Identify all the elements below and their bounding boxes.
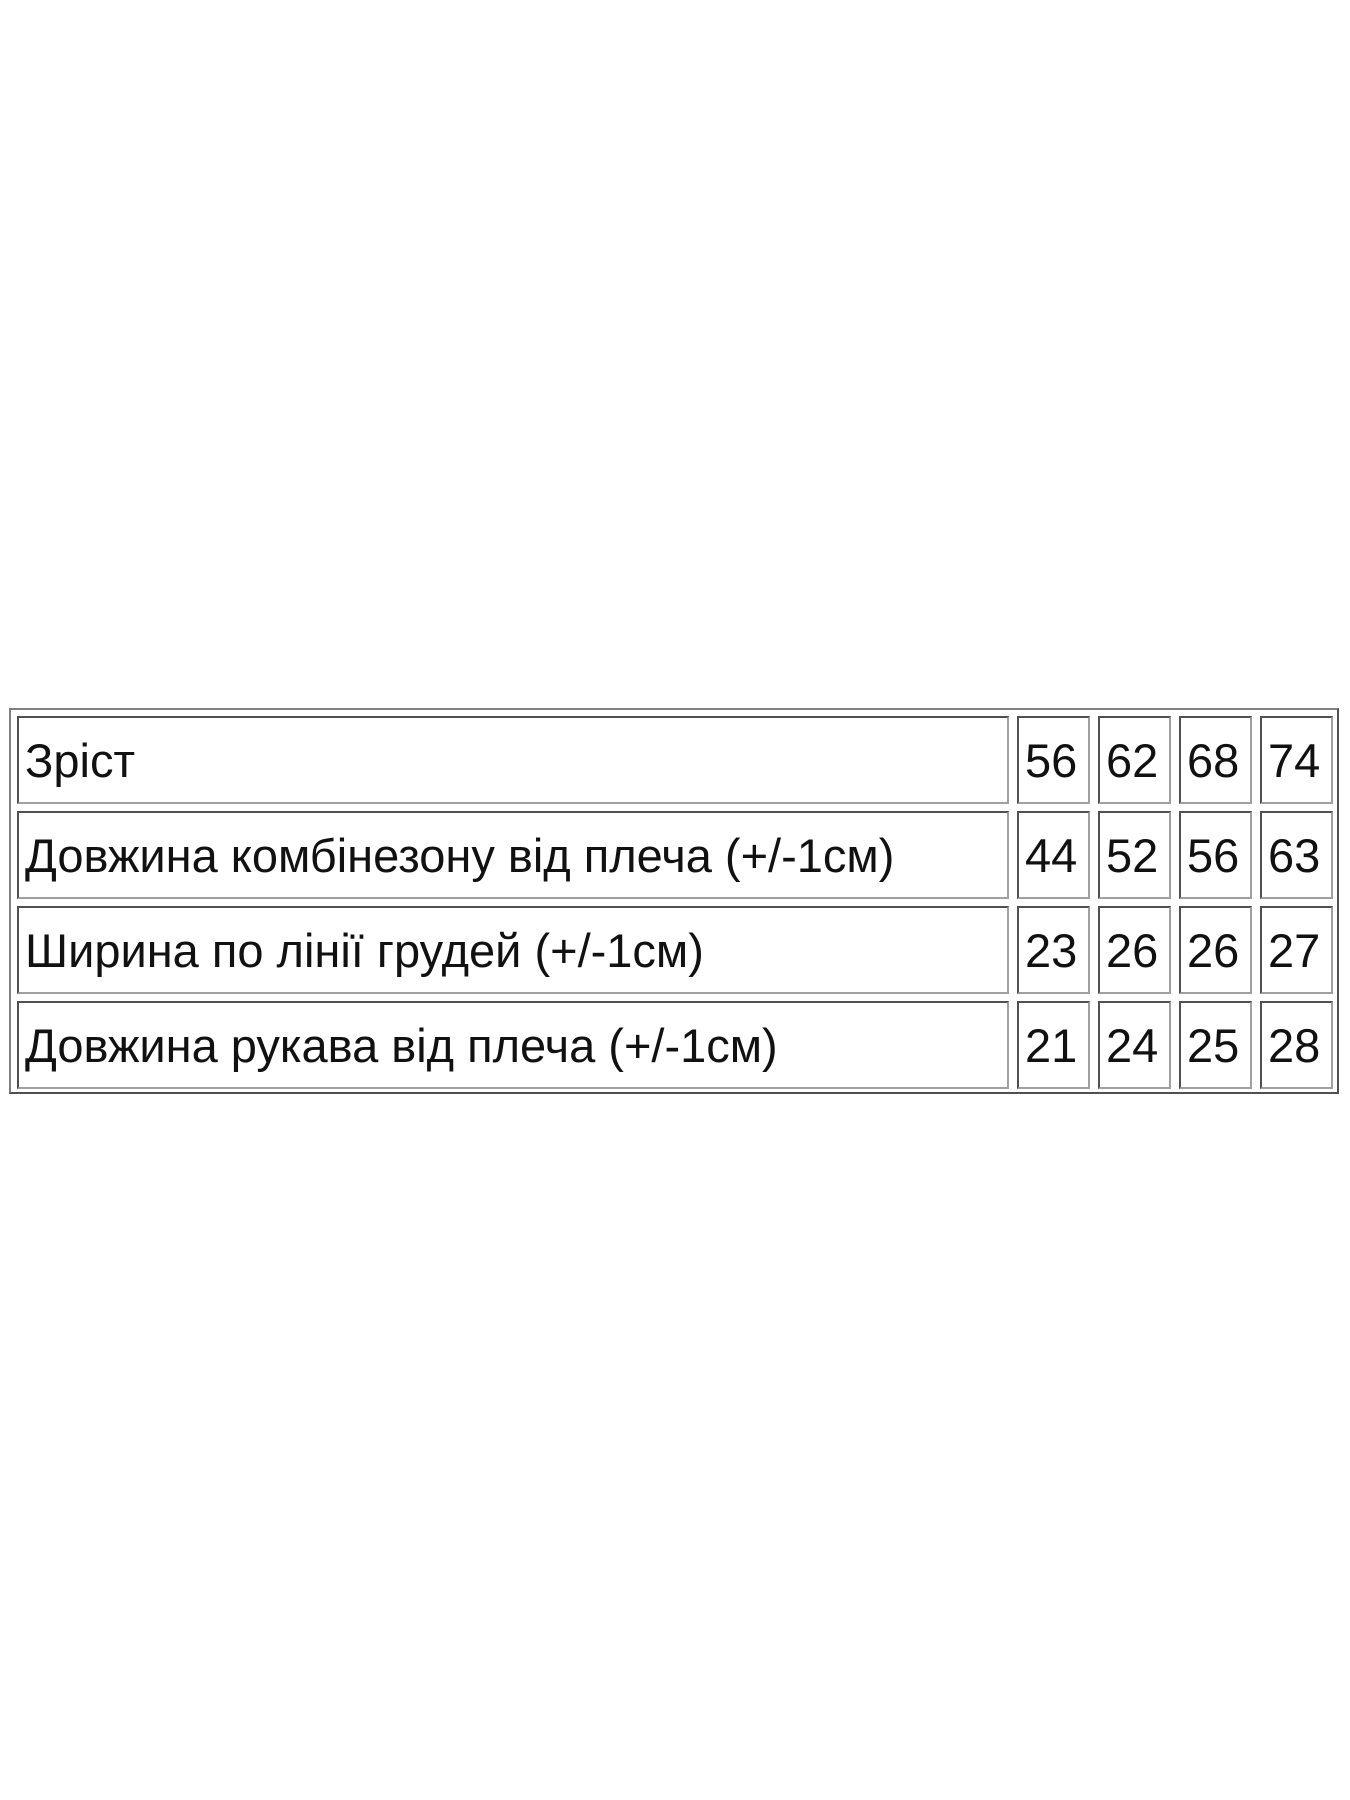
row-label: Зріст bbox=[17, 716, 1009, 804]
cell-value: 26 bbox=[1179, 906, 1252, 994]
table-row-overall-length: Довжина комбінезону від плеча (+/-1см) 4… bbox=[17, 811, 1333, 899]
cell-value: 56 bbox=[1017, 716, 1090, 804]
table-row-height: Зріст 56 62 68 74 bbox=[17, 716, 1333, 804]
table-row-sleeve-length: Довжина рукава від плеча (+/-1см) 21 24 … bbox=[17, 1001, 1333, 1089]
cell-value: 26 bbox=[1098, 906, 1171, 994]
size-table-frame bbox=[9, 708, 1339, 1094]
cell-value: 25 bbox=[1179, 1001, 1252, 1089]
cell-value: 62 bbox=[1098, 716, 1171, 804]
cell-value: 56 bbox=[1179, 811, 1252, 899]
cell-value: 74 bbox=[1260, 716, 1333, 804]
table-row-chest-width: Ширина по лінії грудей (+/-1см) 23 26 26… bbox=[17, 906, 1333, 994]
cell-value: 27 bbox=[1260, 906, 1333, 994]
cell-value: 21 bbox=[1017, 1001, 1090, 1089]
cell-value: 24 bbox=[1098, 1001, 1171, 1089]
cell-value: 68 bbox=[1179, 716, 1252, 804]
row-label: Довжина рукава від плеча (+/-1см) bbox=[17, 1001, 1009, 1089]
size-table: Зріст 56 62 68 74 Довжина комбінезону ві… bbox=[9, 709, 1341, 1096]
cell-value: 44 bbox=[1017, 811, 1090, 899]
cell-value: 63 bbox=[1260, 811, 1333, 899]
cell-value: 23 bbox=[1017, 906, 1090, 994]
cell-value: 28 bbox=[1260, 1001, 1333, 1089]
row-label: Ширина по лінії грудей (+/-1см) bbox=[17, 906, 1009, 994]
row-label: Довжина комбінезону від плеча (+/-1см) bbox=[17, 811, 1009, 899]
cell-value: 52 bbox=[1098, 811, 1171, 899]
